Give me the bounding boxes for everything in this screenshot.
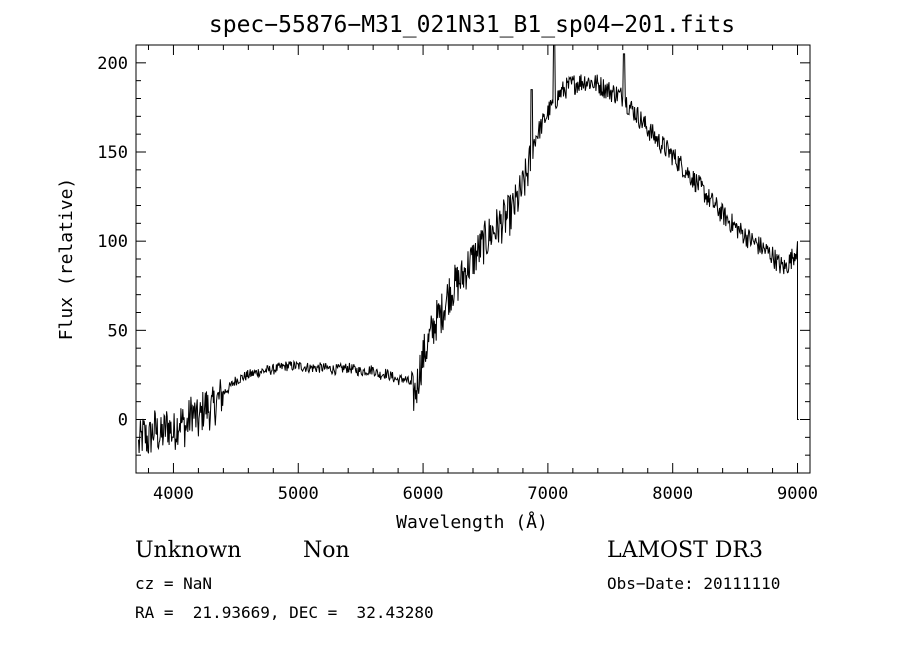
chart-title: spec−55876−M31_021N31_B1_sp04−201.fits xyxy=(209,12,735,38)
y-tick-label: 0 xyxy=(118,411,128,431)
x-axis-label: Wavelength (Å) xyxy=(396,511,548,533)
axis-ticks xyxy=(136,45,810,473)
y-axis-label: Flux (relative) xyxy=(56,178,77,341)
object-class: Unknown xyxy=(135,538,242,563)
object-subclass: Non xyxy=(303,538,350,563)
y-tick-label: 100 xyxy=(97,232,128,252)
coordinates: RA = 21.93669, DEC = 32.43280 xyxy=(135,603,434,622)
x-tick-label: 5000 xyxy=(278,484,319,504)
y-tick-label: 150 xyxy=(97,143,128,163)
redshift-cz: cz = NaN xyxy=(135,574,213,593)
x-tick-label: 9000 xyxy=(777,484,818,504)
obs-date: Obs−Date: 20111110 xyxy=(607,574,781,593)
x-tick-label: 4000 xyxy=(153,484,194,504)
y-tick-label: 50 xyxy=(108,321,128,341)
x-tick-label: 8000 xyxy=(652,484,693,504)
axis-tick-labels: 4000 5000 6000 7000 8000 9000 0 50 100 150 200 xyxy=(97,54,818,504)
survey-label: LAMOST DR3 xyxy=(607,538,763,563)
x-tick-label: 7000 xyxy=(527,484,568,504)
x-tick-label: 6000 xyxy=(403,484,444,504)
y-tick-label: 200 xyxy=(97,54,128,74)
spectrum-line xyxy=(138,44,799,454)
